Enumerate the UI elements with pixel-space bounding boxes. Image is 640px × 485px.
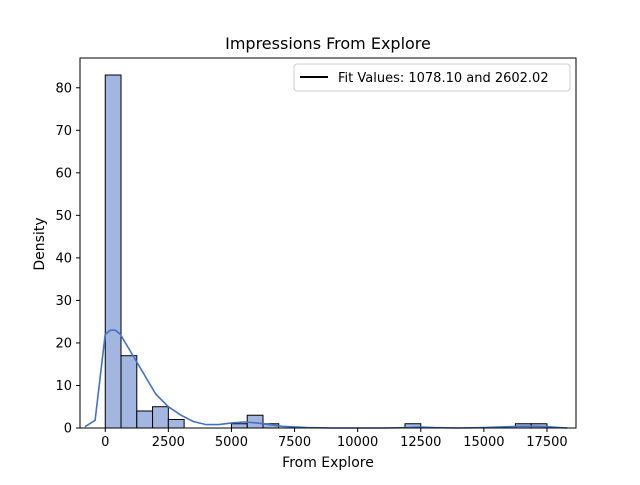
legend: Fit Values: 1078.10 and 2602.02 bbox=[293, 63, 571, 92]
x-axis-ticks: 0 2500 5000 7500 10000 12500 15000 17500 bbox=[101, 428, 568, 450]
y-tick-label: 70 bbox=[55, 124, 72, 139]
histogram-bar bbox=[167, 418, 185, 429]
histogram-bar bbox=[230, 423, 248, 429]
x-tick-label: 0 bbox=[101, 435, 109, 450]
x-tick-label: 12500 bbox=[400, 435, 441, 450]
y-tick-label: 20 bbox=[55, 336, 72, 351]
x-tick-label: 17500 bbox=[526, 435, 567, 450]
x-tick-label: 5000 bbox=[215, 435, 248, 450]
x-axis-label: From Explore bbox=[282, 455, 374, 471]
y-tick-label: 50 bbox=[55, 209, 72, 224]
histogram-bar bbox=[136, 410, 154, 429]
y-tick-label: 10 bbox=[55, 379, 72, 394]
legend-entry-label: Fit Values: 1078.10 and 2602.02 bbox=[338, 71, 549, 86]
x-tick-label: 10000 bbox=[337, 435, 378, 450]
y-tick-label: 80 bbox=[55, 81, 72, 96]
y-axis-label: Density bbox=[32, 217, 48, 270]
y-tick-label: 40 bbox=[55, 251, 72, 266]
y-tick-label: 60 bbox=[55, 166, 72, 181]
y-tick-label: 0 bbox=[64, 422, 72, 437]
legend-box bbox=[293, 63, 571, 92]
plot-frame bbox=[79, 57, 577, 429]
chart-title: Impressions From Explore bbox=[225, 34, 431, 53]
kde-layer bbox=[84, 329, 568, 429]
kde-curve bbox=[84, 329, 568, 429]
y-axis-ticks: 0 10 20 30 40 50 60 70 80 bbox=[55, 81, 80, 437]
x-tick-label: 2500 bbox=[152, 435, 185, 450]
y-tick-label: 30 bbox=[55, 294, 72, 309]
histogram-bar bbox=[120, 355, 138, 429]
x-tick-label: 7500 bbox=[278, 435, 311, 450]
x-tick-label: 15000 bbox=[463, 435, 504, 450]
histogram-bar bbox=[104, 74, 122, 429]
histogram-bar bbox=[152, 406, 169, 429]
